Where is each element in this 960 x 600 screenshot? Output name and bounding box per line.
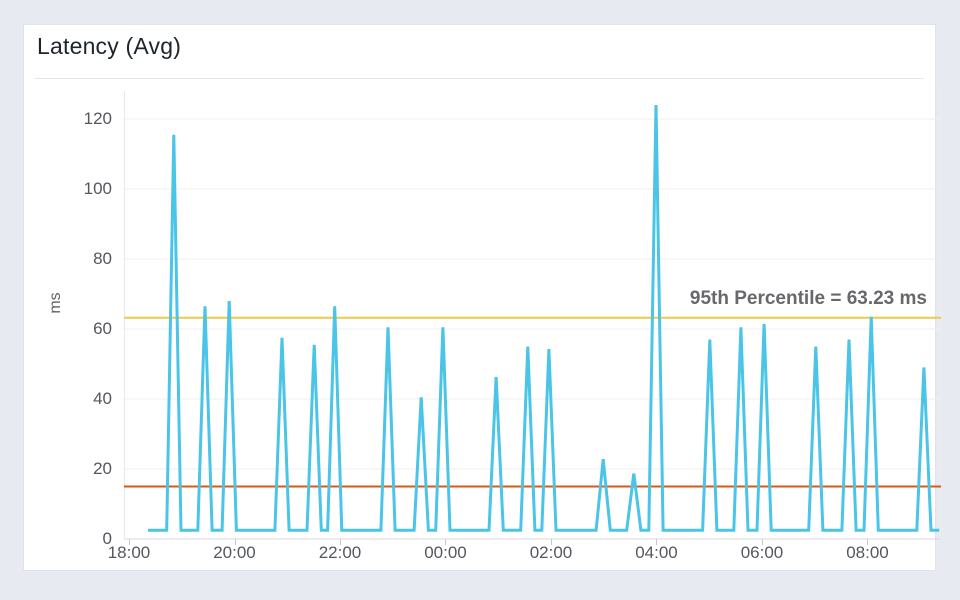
percentile-annotation: 95th Percentile = 63.23 ms <box>689 287 927 309</box>
y-tick-label: 100 <box>83 179 112 198</box>
x-tick-label: 18:00 <box>107 543 151 562</box>
gridlines <box>124 118 941 470</box>
y-tick-label: 80 <box>93 249 112 268</box>
x-tick-label: 06:00 <box>740 543 784 562</box>
y-tick-label: 40 <box>93 389 112 408</box>
y-tick-label: 0 <box>102 529 112 548</box>
x-tick-label: 00:00 <box>424 543 467 562</box>
x-tick-label: 22:00 <box>318 543 362 562</box>
y-tick-label: 20 <box>93 459 112 478</box>
widget-title: Latency (Avg) <box>37 33 182 59</box>
latency-series-line <box>148 104 940 532</box>
x-tick-label: 04:00 <box>635 543 678 562</box>
y-tick-label: 60 <box>93 319 112 338</box>
x-axis-tick-marks <box>129 539 868 545</box>
x-tick-label: 20:00 <box>213 543 256 562</box>
latency-widget-card: Latency (Avg) ms 0 20 40 60 80 100 120 1… <box>23 24 941 571</box>
header-divider <box>35 78 924 79</box>
axes <box>124 91 941 540</box>
x-tick-label: 08:00 <box>846 543 889 562</box>
y-axis-label: ms <box>47 292 64 314</box>
plot-area[interactable] <box>124 91 941 545</box>
y-tick-label: 120 <box>83 109 112 128</box>
x-tick-label: 02:00 <box>529 543 573 562</box>
